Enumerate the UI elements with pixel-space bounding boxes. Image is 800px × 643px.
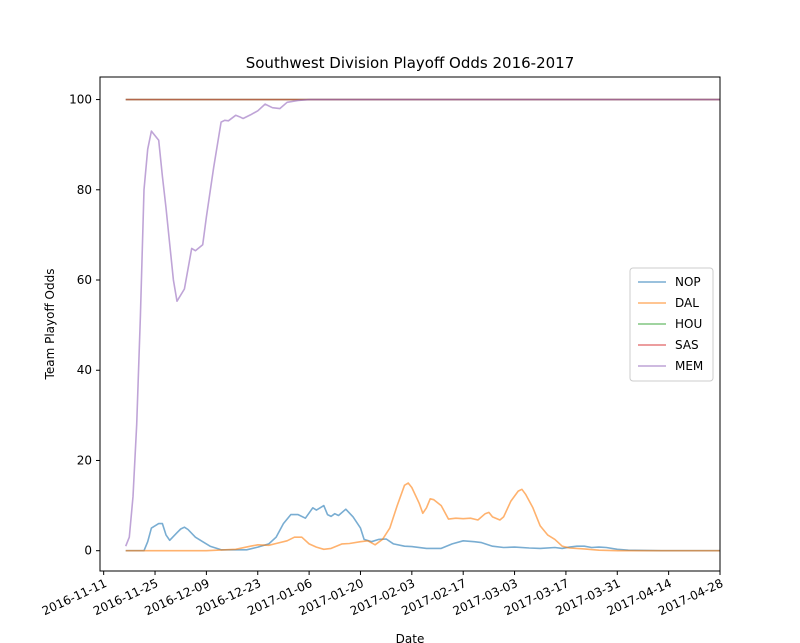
series-line-dal: [125, 482, 720, 552]
legend-box: [629, 267, 714, 382]
legend-label-mem: MEM: [675, 359, 703, 373]
plot-frame: [99, 76, 721, 572]
x-axis: 2016-11-112016-11-252016-12-092016-12-23…: [40, 571, 725, 618]
y-tick-label: 80: [77, 183, 92, 197]
y-tick-label: 20: [77, 453, 92, 467]
legend-label-sas: SAS: [675, 338, 699, 352]
x-axis-label: Date: [396, 632, 425, 643]
legend: NOP DAL HOU SAS MEM: [629, 267, 714, 382]
y-tick-label: 40: [77, 363, 92, 377]
y-axis-label: Team Playoff Odds: [43, 269, 57, 381]
legend-label-dal: DAL: [675, 296, 699, 310]
legend-label-hou: HOU: [675, 317, 702, 331]
y-tick-label: 0: [84, 544, 92, 558]
plot-area: [124, 98, 720, 552]
y-tick-label: 60: [77, 273, 92, 287]
legend-label-nop: NOP: [675, 275, 701, 289]
y-tick-label: 100: [69, 93, 92, 107]
chart-title: Southwest Division Playoff Odds 2016-201…: [246, 54, 575, 72]
y-axis: 0 20 40 60 80 100: [69, 93, 100, 558]
series-line-mem: [124, 98, 720, 547]
series-line-nop: [125, 504, 720, 552]
